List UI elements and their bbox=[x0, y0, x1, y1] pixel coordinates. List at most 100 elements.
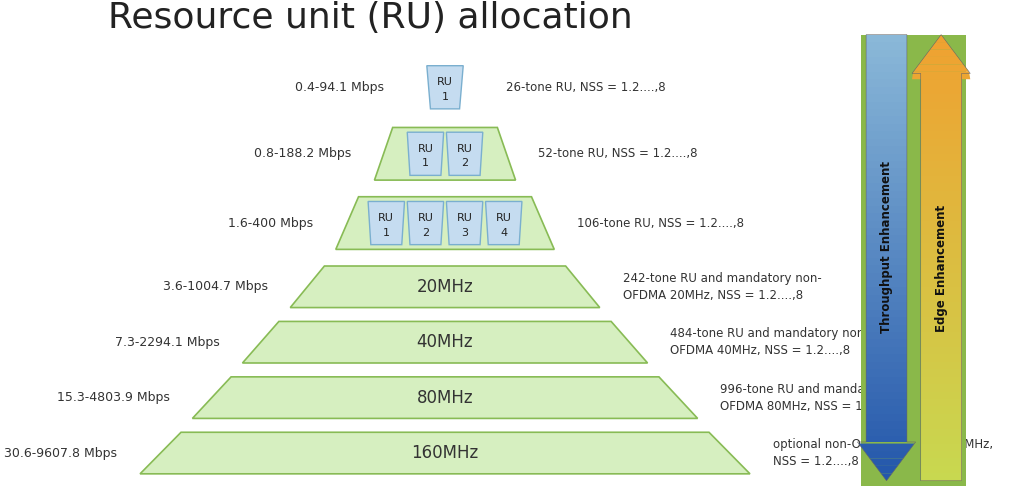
Polygon shape bbox=[866, 339, 907, 347]
Polygon shape bbox=[921, 324, 962, 332]
Polygon shape bbox=[876, 466, 898, 473]
Polygon shape bbox=[921, 362, 962, 369]
Text: 1: 1 bbox=[441, 92, 449, 102]
Polygon shape bbox=[921, 243, 962, 250]
Polygon shape bbox=[921, 228, 962, 236]
Polygon shape bbox=[921, 161, 962, 169]
Polygon shape bbox=[921, 273, 962, 280]
Polygon shape bbox=[866, 295, 907, 302]
Polygon shape bbox=[866, 302, 907, 310]
Polygon shape bbox=[921, 280, 962, 288]
Polygon shape bbox=[921, 198, 962, 206]
Text: 0.4-94.1 Mbps: 0.4-94.1 Mbps bbox=[295, 81, 384, 94]
Polygon shape bbox=[866, 414, 907, 421]
Polygon shape bbox=[866, 354, 907, 362]
Polygon shape bbox=[866, 362, 907, 369]
Polygon shape bbox=[866, 391, 907, 399]
Polygon shape bbox=[921, 391, 962, 399]
Polygon shape bbox=[866, 109, 907, 117]
Polygon shape bbox=[921, 250, 962, 258]
Polygon shape bbox=[866, 169, 907, 176]
Polygon shape bbox=[866, 50, 907, 57]
Text: 40MHz: 40MHz bbox=[417, 333, 473, 351]
Polygon shape bbox=[866, 369, 907, 376]
Polygon shape bbox=[866, 258, 907, 265]
Polygon shape bbox=[921, 169, 962, 176]
Polygon shape bbox=[921, 124, 962, 131]
Polygon shape bbox=[866, 280, 907, 288]
Polygon shape bbox=[866, 57, 907, 64]
Polygon shape bbox=[866, 273, 907, 280]
Polygon shape bbox=[921, 429, 962, 436]
Polygon shape bbox=[866, 64, 907, 72]
Text: 15.3-4803.9 Mbps: 15.3-4803.9 Mbps bbox=[56, 391, 170, 404]
Polygon shape bbox=[866, 139, 907, 146]
Polygon shape bbox=[912, 72, 971, 79]
Polygon shape bbox=[866, 324, 907, 332]
Text: RU: RU bbox=[418, 213, 433, 223]
Text: RU: RU bbox=[457, 213, 472, 223]
Polygon shape bbox=[921, 295, 962, 302]
Polygon shape bbox=[921, 139, 962, 146]
Polygon shape bbox=[866, 87, 907, 94]
Polygon shape bbox=[921, 473, 962, 481]
Polygon shape bbox=[921, 414, 962, 421]
Polygon shape bbox=[866, 124, 907, 131]
Polygon shape bbox=[866, 102, 907, 109]
Polygon shape bbox=[930, 42, 952, 50]
Polygon shape bbox=[866, 243, 907, 250]
Polygon shape bbox=[869, 458, 903, 466]
Polygon shape bbox=[866, 421, 907, 429]
Text: 20MHz: 20MHz bbox=[417, 278, 473, 296]
Text: 996-tone RU and mandatory non-
OFDMA 80MHz, NSS = 1.2....,8: 996-tone RU and mandatory non- OFDMA 80M… bbox=[720, 382, 920, 413]
Polygon shape bbox=[921, 339, 962, 347]
Polygon shape bbox=[866, 206, 907, 213]
Polygon shape bbox=[375, 127, 515, 180]
Text: 2: 2 bbox=[422, 228, 429, 238]
Polygon shape bbox=[336, 197, 554, 249]
Polygon shape bbox=[921, 184, 962, 191]
Text: Resource unit (RU) allocation: Resource unit (RU) allocation bbox=[109, 1, 633, 35]
Polygon shape bbox=[921, 332, 962, 339]
Polygon shape bbox=[866, 72, 907, 79]
Text: Edge Enhancement: Edge Enhancement bbox=[935, 205, 947, 332]
Bar bbox=[861, 35, 966, 486]
Polygon shape bbox=[866, 184, 907, 191]
Polygon shape bbox=[921, 146, 962, 154]
Polygon shape bbox=[925, 50, 957, 57]
Polygon shape bbox=[913, 64, 969, 72]
Polygon shape bbox=[921, 236, 962, 243]
Polygon shape bbox=[866, 429, 907, 436]
Polygon shape bbox=[858, 443, 914, 451]
Polygon shape bbox=[243, 321, 647, 363]
Text: Throughput Enhancement: Throughput Enhancement bbox=[880, 161, 893, 333]
Polygon shape bbox=[921, 206, 962, 213]
Text: RU: RU bbox=[437, 77, 453, 87]
Polygon shape bbox=[921, 109, 962, 117]
Polygon shape bbox=[866, 332, 907, 339]
Text: 2: 2 bbox=[461, 158, 468, 168]
Text: 3.6-1004.7 Mbps: 3.6-1004.7 Mbps bbox=[163, 280, 267, 293]
Polygon shape bbox=[866, 436, 907, 442]
Polygon shape bbox=[866, 117, 907, 124]
Text: 7.3-2294.1 Mbps: 7.3-2294.1 Mbps bbox=[115, 336, 220, 349]
Polygon shape bbox=[921, 288, 962, 295]
Polygon shape bbox=[866, 310, 907, 317]
Polygon shape bbox=[140, 433, 750, 474]
Polygon shape bbox=[866, 288, 907, 295]
Polygon shape bbox=[921, 421, 962, 429]
Polygon shape bbox=[921, 176, 962, 184]
Polygon shape bbox=[866, 317, 907, 324]
Polygon shape bbox=[919, 57, 964, 64]
Polygon shape bbox=[866, 35, 907, 42]
Polygon shape bbox=[921, 213, 962, 221]
Polygon shape bbox=[921, 79, 962, 87]
Polygon shape bbox=[866, 236, 907, 243]
Text: RU: RU bbox=[457, 144, 472, 154]
Polygon shape bbox=[866, 79, 907, 87]
Text: 0.8-188.2 Mbps: 0.8-188.2 Mbps bbox=[254, 147, 351, 160]
Polygon shape bbox=[866, 376, 907, 384]
Text: RU: RU bbox=[418, 144, 433, 154]
Polygon shape bbox=[921, 102, 962, 109]
Polygon shape bbox=[866, 265, 907, 273]
